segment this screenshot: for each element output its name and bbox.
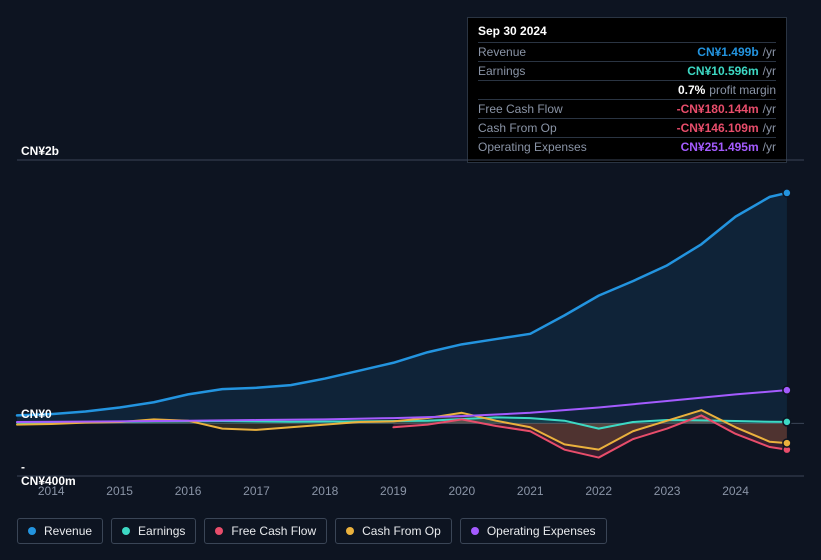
tooltip-date: Sep 30 2024 [478, 24, 776, 42]
legend-dot-icon [215, 527, 223, 535]
legend-dot-icon [471, 527, 479, 535]
tooltip-row-value: 0.7%profit margin [678, 83, 776, 97]
legend-item-label: Earnings [138, 524, 185, 538]
tooltip-row-value: CN¥10.596m/yr [687, 64, 776, 78]
tooltip-row-value: CN¥251.495m/yr [681, 140, 776, 154]
legend-item-revenue[interactable]: Revenue [17, 518, 103, 544]
tooltip-row: Earnings CN¥10.596m/yr [478, 61, 776, 80]
data-tooltip: Sep 30 2024 Revenue CN¥1.499b/yr Earnings CN… [467, 17, 787, 163]
tooltip-row: Cash From Op -CN¥146.109m/yr [478, 118, 776, 137]
tooltip-row-value: CN¥1.499b/yr [697, 45, 776, 59]
legend-item-label: Operating Expenses [487, 524, 596, 538]
legend-item-earnings[interactable]: Earnings [111, 518, 196, 544]
legend-dot-icon [346, 527, 354, 535]
x-axis-label: 2022 [585, 484, 612, 498]
legend-dot-icon [28, 527, 36, 535]
legend-item-label: Revenue [44, 524, 92, 538]
legend-item-cash-from-op[interactable]: Cash From Op [335, 518, 452, 544]
legend-item-operating-expenses[interactable]: Operating Expenses [460, 518, 607, 544]
x-axis-label: 2024 [722, 484, 749, 498]
financials-chart [17, 160, 804, 476]
legend-dot-icon [122, 527, 130, 535]
tooltip-row: Free Cash Flow -CN¥180.144m/yr [478, 99, 776, 118]
x-axis-label: 2021 [517, 484, 544, 498]
tooltip-row-label: Cash From Op [478, 121, 557, 135]
tooltip-row-label: Earnings [478, 64, 525, 78]
x-axis-label: 2020 [448, 484, 475, 498]
x-axis-label: 2019 [380, 484, 407, 498]
x-axis: 2014 2015 2016 2017 2018 2019 2020 2021 2022 2023… [17, 484, 804, 504]
legend-item-label: Free Cash Flow [231, 524, 316, 538]
chart-legend: Revenue Earnings Free Cash Flow Cash From O… [17, 518, 607, 544]
x-axis-label: 2015 [106, 484, 133, 498]
tooltip-row-value: -CN¥146.109m/yr [677, 121, 776, 135]
tooltip-row-label: Operating Expenses [478, 140, 587, 154]
legend-item-free-cash-flow[interactable]: Free Cash Flow [204, 518, 327, 544]
tooltip-row-label: Free Cash Flow [478, 102, 563, 116]
tooltip-row: 0.7%profit margin [478, 80, 776, 99]
tooltip-row-label: Revenue [478, 45, 526, 59]
tooltip-row-value: -CN¥180.144m/yr [677, 102, 776, 116]
x-axis-label: 2023 [654, 484, 681, 498]
x-axis-label: 2017 [243, 484, 270, 498]
tooltip-row: Revenue CN¥1.499b/yr [478, 42, 776, 61]
x-axis-label: 2014 [38, 484, 65, 498]
legend-item-label: Cash From Op [362, 524, 441, 538]
x-axis-label: 2018 [312, 484, 339, 498]
tooltip-row: Operating Expenses CN¥251.495m/yr [478, 137, 776, 156]
x-axis-label: 2016 [175, 484, 202, 498]
